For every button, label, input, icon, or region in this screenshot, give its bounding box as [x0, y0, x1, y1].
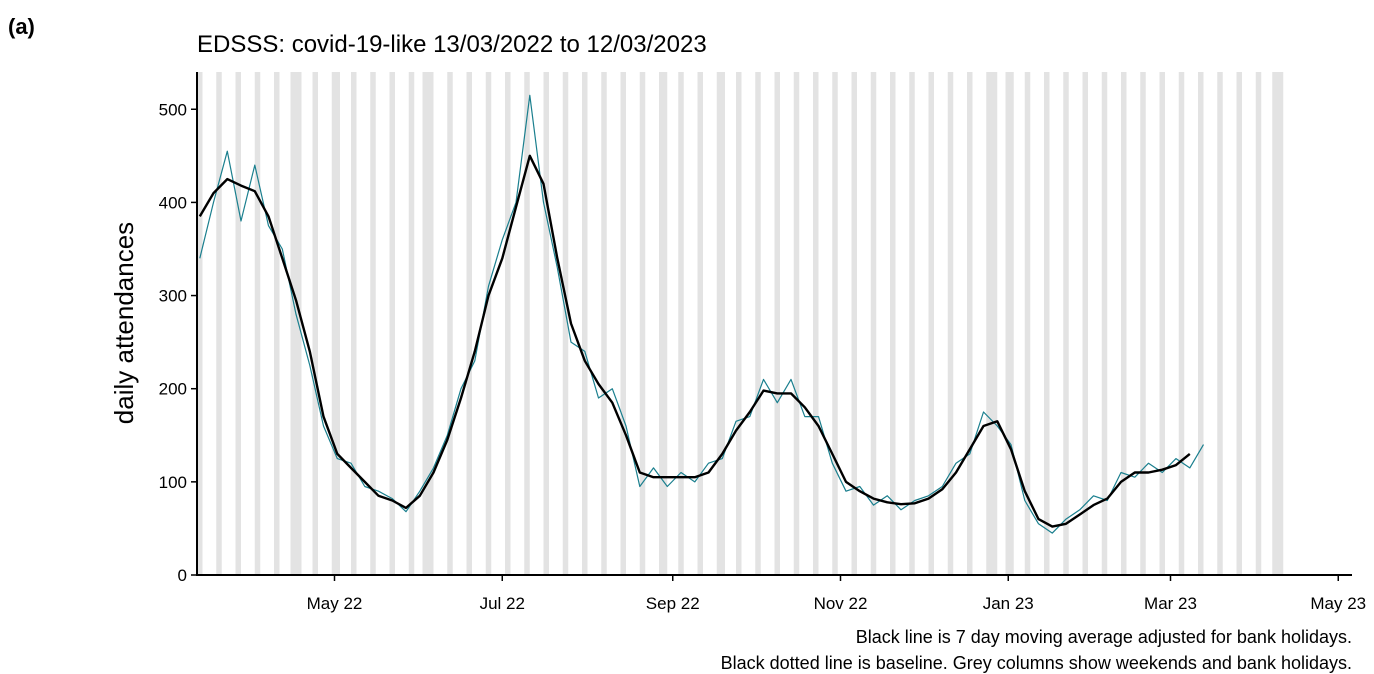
shaded-column [755, 72, 761, 575]
shaded-column [582, 72, 588, 575]
shaded-column [601, 72, 607, 575]
shaded-column [813, 72, 819, 575]
shaded-column [543, 72, 549, 575]
shaded-column [447, 72, 453, 575]
shaded-column [620, 72, 626, 575]
shaded-column [505, 72, 511, 575]
shaded-column [1101, 72, 1108, 575]
shaded-column [736, 72, 742, 575]
shaded-column [290, 72, 302, 575]
shaded-column [1217, 72, 1223, 575]
shaded-column [967, 72, 973, 575]
series-line [198, 154, 1191, 528]
shaded-column [216, 72, 222, 575]
shaded-column [1272, 72, 1284, 575]
x-tick-label: May 22 [307, 594, 363, 613]
chart-title: EDSSS: covid-19-like 13/03/2022 to 12/03… [197, 31, 707, 58]
shaded-column [422, 72, 434, 575]
x-tick-label: Nov 22 [814, 594, 868, 613]
shaded-column [1063, 72, 1069, 575]
y-tick-label: 100 [159, 473, 187, 492]
shaded-column [697, 72, 703, 575]
shaded-column [928, 72, 934, 575]
shaded-column [197, 72, 203, 575]
y-tick-label: 500 [159, 100, 187, 119]
y-tick-label: 200 [159, 380, 187, 399]
shaded-column [1236, 72, 1242, 575]
x-tick-label: Jul 22 [480, 594, 525, 613]
shaded-column [774, 72, 780, 575]
shaded-column [909, 72, 915, 575]
y-tick-label: 300 [159, 287, 187, 306]
note: Black dotted line is baseline. Grey colu… [721, 653, 1352, 673]
shaded-column [832, 72, 838, 575]
shaded-column [1044, 72, 1050, 575]
shaded-column [1140, 72, 1146, 575]
shaded-column [639, 72, 646, 575]
shaded-column [274, 72, 280, 575]
shaded-column [1121, 72, 1127, 575]
x-tick-label: Mar 23 [1144, 594, 1197, 613]
x-tick-label: Jan 23 [983, 594, 1034, 613]
shaded-column [851, 72, 857, 575]
shaded-column [389, 72, 395, 575]
x-tick-label: Sep 22 [646, 594, 700, 613]
shaded-column [870, 72, 877, 575]
note: Black line is 7 day moving average adjus… [856, 627, 1352, 647]
shaded-column [562, 72, 569, 575]
shaded-column [466, 72, 472, 575]
shaded-column [678, 72, 684, 575]
shaded-column [235, 72, 241, 575]
shaded-column [254, 72, 261, 575]
shaded-column [1255, 72, 1262, 575]
shaded-column [485, 72, 492, 575]
y-axis-label: daily attendances [109, 222, 139, 424]
shaded-column [1005, 72, 1014, 575]
panel-label: (a) [8, 14, 35, 39]
y-tick-label: 400 [159, 193, 187, 212]
shaded-column [890, 72, 896, 575]
shaded-column [986, 72, 998, 575]
shaded-column [1024, 72, 1031, 575]
shaded-column [716, 72, 725, 575]
shaded-column [524, 72, 530, 575]
shaded-column [312, 72, 318, 575]
shaded-column [793, 72, 800, 575]
x-tick-label: May 23 [1310, 594, 1366, 613]
shaded-column [408, 72, 415, 575]
shaded-column [351, 72, 357, 575]
y-tick-label: 0 [178, 566, 187, 585]
shaded-column [947, 72, 954, 575]
shaded-column [370, 72, 376, 575]
series-line [199, 94, 1205, 534]
shaded-column [1178, 72, 1185, 575]
shaded-column [331, 72, 340, 575]
shaded-column [1198, 72, 1204, 575]
shaded-column [1159, 72, 1165, 575]
shaded-column [659, 72, 668, 575]
shaded-column [1082, 72, 1088, 575]
